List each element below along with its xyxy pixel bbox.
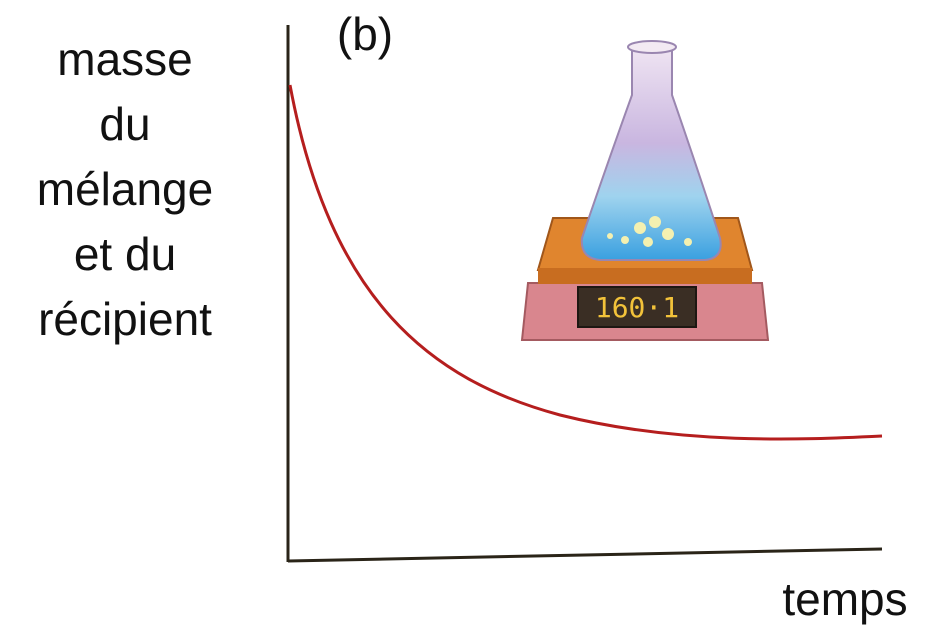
y-axis-label: masse du mélange et du récipient: [37, 33, 213, 345]
balance-illustration: 160·1: [522, 41, 768, 340]
flask: [582, 48, 721, 260]
scale-reading: 160·1: [595, 291, 679, 324]
flask-rim: [628, 41, 676, 53]
panel-label: (b): [337, 8, 393, 60]
x-axis-label: temps: [782, 573, 907, 625]
y-label-line: mélange: [37, 163, 213, 215]
y-label-line: masse: [57, 33, 192, 85]
y-label-line: du: [99, 98, 150, 150]
scale-plate-edge: [538, 268, 752, 284]
y-label-line: et du: [74, 228, 176, 280]
y-label-line: récipient: [38, 293, 212, 345]
diagram: masse du mélange et du récipient (b) temps 1…: [0, 0, 935, 626]
x-axis: [288, 549, 882, 561]
